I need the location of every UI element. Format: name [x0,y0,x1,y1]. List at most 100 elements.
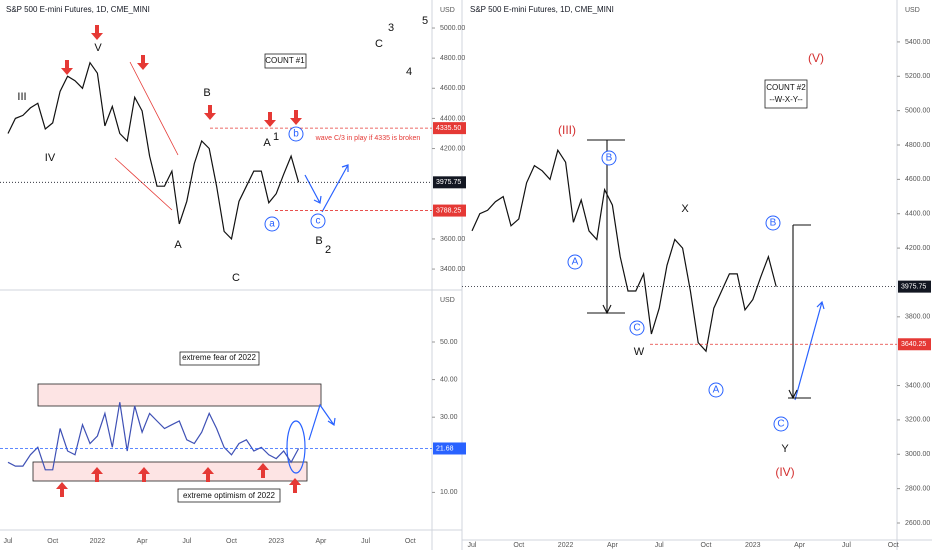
wave-label: (V) [808,51,824,65]
wave-label: wave C/3 in play if 4335 is broken [315,135,421,142]
note-box [764,79,808,109]
y-tick-label: 4400.00 [440,115,465,122]
x-tick-label: Apr [315,538,327,545]
y-tick-label: 4600.00 [440,85,465,92]
wave-label: A [572,257,579,268]
fear-zone [37,383,322,407]
price-tag-label: 3975.75 [901,283,926,290]
y-tick-label: 5200.00 [905,73,930,80]
x-tick-label: 2022 [558,542,574,549]
red-arrows [56,25,302,497]
wave-label: C [232,272,240,284]
axis-unit: USD [905,7,920,14]
measure-arrows [587,139,811,400]
x-tick-label: Apr [137,538,149,545]
wave-label: A [263,137,271,149]
wave-label: 4 [406,66,412,78]
wave-label: B [315,235,322,247]
price-tag-label: 4335.50 [436,125,461,132]
wave-label: c [316,216,321,227]
y-tick-label: 2800.00 [905,485,930,492]
axis-unit: USD [440,297,455,304]
y-tick-label: 4200.00 [905,245,930,252]
x-tick-label: Jul [842,542,851,549]
wave-label: a [269,219,275,230]
price-tag [898,280,931,293]
y-tick-label: 4600.00 [905,176,930,183]
y-tick-label: 3000.00 [905,451,930,458]
x-tick-label: Jul [4,538,13,545]
price-line [471,148,777,353]
x-tick-label: Oct [47,538,58,545]
price-tag [433,442,466,455]
price-line [7,61,300,241]
wave-label: extreme fear of 2022 [182,353,256,362]
wave-label: 3 [388,22,394,34]
wave-label: --W-X-Y-- [769,95,803,104]
note-box [179,351,260,366]
price-tag-label: 3640.25 [901,341,926,348]
wave-label: V [94,42,102,54]
x-tick-label: Oct [226,538,237,545]
wave-label: IV [45,152,56,164]
chart-title: S&P 500 E-mini Futures, 1D, CME_MINI [470,5,614,14]
x-tick-label: Jul [361,538,370,545]
price-tag-label: 3788.25 [436,207,461,214]
price-tag [433,204,466,217]
wave-label: b [293,129,299,140]
wave-label: COUNT #2 [766,83,806,92]
blue-arrows [286,164,825,474]
x-tick-label: Oct [405,538,416,545]
wave-circle [264,216,280,232]
x-tick-label: Jul [182,538,191,545]
wave-label: B [203,87,210,99]
y-tick-label: 50.00 [440,339,458,346]
x-tick-label: 2023 [268,538,284,545]
y-tick-label: 10.00 [440,489,458,496]
optimism-zone [32,461,308,482]
wave-label: B [770,218,777,229]
y-tick-label: 4200.00 [440,145,465,152]
wave-label: Y [781,443,789,455]
wave-label: III [17,91,26,103]
y-tick-label: 4400.00 [905,211,930,218]
y-tick-label: 3600.00 [440,236,465,243]
price-tag [433,122,466,135]
y-tick-label: 5400.00 [905,39,930,46]
price-tag [898,338,931,351]
x-tick-label: Oct [701,542,712,549]
wave-circle [310,213,326,229]
wave-label: B [606,153,613,164]
wave-label: C [777,419,784,430]
note-box [177,488,281,503]
note-box [264,53,307,69]
y-tick-label: 3400.00 [440,266,465,273]
y-tick-label: 40.00 [440,376,458,383]
wave-label: COUNT #1 [265,56,305,65]
wave-label: C [375,38,383,50]
wedge [114,61,179,211]
price-line [7,402,300,471]
wave-circle [567,254,583,270]
wave-label: 5 [422,15,428,27]
y-tick-label: 3200.00 [905,417,930,424]
y-tick-label: 4800.00 [440,55,465,62]
wave-label: A [174,239,182,251]
price-tag-label: 21.68 [436,445,454,452]
wave-label: A [713,385,720,396]
wave-circle [288,126,304,142]
y-tick-label: 5000.00 [905,107,930,114]
wave-label: extreme optimism of 2022 [183,491,276,500]
y-tick-label: 4800.00 [905,142,930,149]
wave-circle [708,382,724,398]
wave-label: 1 [273,131,279,143]
wave-label: (IV) [775,465,794,479]
wave-circle [773,416,789,432]
y-tick-label: 2600.00 [905,520,930,527]
x-tick-label: Apr [794,542,806,549]
wave-circle [629,320,645,336]
x-tick-label: Apr [607,542,619,549]
chart-title: S&P 500 E-mini Futures, 1D, CME_MINI [6,5,150,14]
wave-label: W [634,346,645,358]
